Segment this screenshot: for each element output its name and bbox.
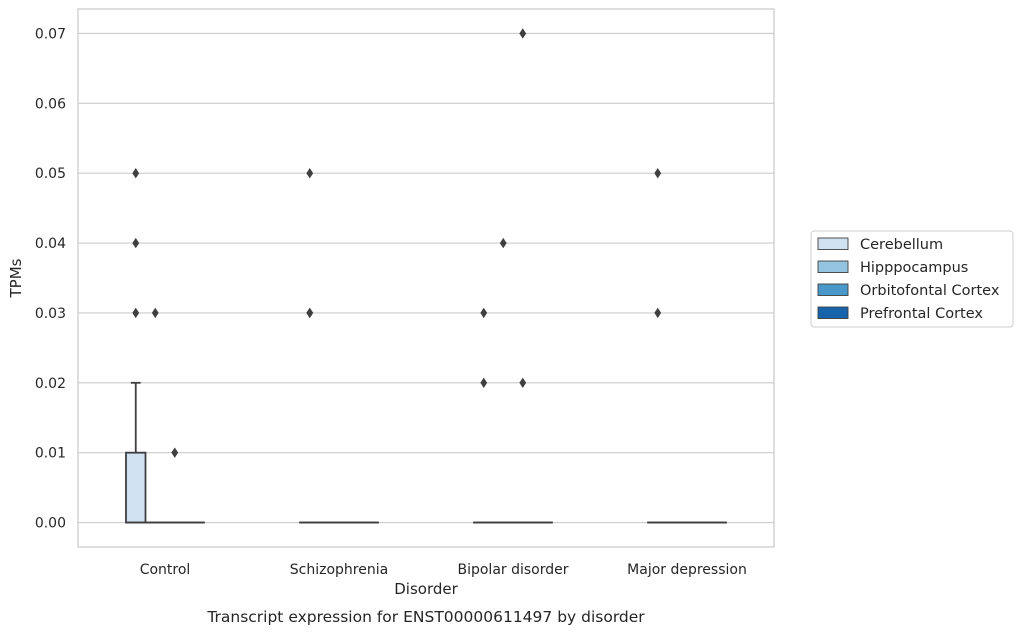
- outlier-point: [480, 307, 488, 319]
- outlier-point: [519, 28, 527, 39]
- outlier-point: [151, 307, 159, 319]
- y-tick-label: 0.00: [35, 516, 66, 532]
- legend-label-hipppocampus: Hipppocampus: [860, 260, 968, 276]
- outlier-point: [654, 307, 662, 319]
- y-tick-label: 0.01: [35, 446, 66, 462]
- y-axis-ticks: 0.00 0.01 0.02 0.03 0.04 0.05 0.06 0.07: [35, 26, 66, 531]
- box-cerebellum-major-depression: [647, 167, 669, 524]
- outlier-point: [306, 307, 314, 319]
- outlier-point: [132, 237, 140, 249]
- chart-caption: Transcript expression for ENST0000061149…: [206, 608, 645, 626]
- y-tick-label: 0.06: [35, 96, 66, 112]
- y-tick-label: 0.05: [35, 166, 66, 182]
- outlier-point: [132, 307, 140, 319]
- outlier-point: [306, 167, 314, 179]
- x-tick-label: Major depression: [627, 562, 747, 578]
- outlier-point: [519, 377, 527, 389]
- y-tick-label: 0.04: [35, 236, 66, 252]
- y-tick-label: 0.03: [35, 306, 66, 322]
- box-cerebellum-control: [125, 167, 147, 524]
- y-tick-label: 0.02: [35, 376, 66, 392]
- x-tick-label: Schizophrenia: [290, 562, 388, 578]
- x-tick-label: Control: [140, 562, 191, 578]
- box-body: [125, 451, 147, 524]
- legend-label-orbitofontal-cortex: Orbitofontal Cortex: [860, 283, 1000, 299]
- x-axis-label: Disorder: [394, 580, 458, 598]
- x-axis-ticks: Control Schizophrenia Bipolar disorder Majo…: [140, 562, 747, 578]
- box-hipppocampus-control: [144, 307, 166, 524]
- outlier-point: [480, 377, 488, 389]
- legend-swatch-orbitofontal-cortex: [817, 283, 849, 296]
- legend-swatch-cerebellum: [817, 237, 849, 250]
- legend-swatch-hipppocampus: [817, 260, 849, 273]
- legend-swatch-prefrontal-cortex: [817, 306, 849, 319]
- legend-label-prefrontal-cortex: Prefrontal Cortex: [860, 306, 983, 322]
- outlier-point: [171, 447, 179, 458]
- legend-label-cerebellum: Cerebellum: [860, 237, 943, 253]
- plot-frame: [77, 8, 775, 548]
- plot-marks: [125, 28, 727, 524]
- legend: Cerebellum Hipppocampus Orbitofontal Corte…: [810, 230, 1014, 328]
- legend-frame: [810, 230, 1014, 328]
- y-axis-label: TPMs: [7, 258, 25, 298]
- outlier-point: [654, 167, 662, 179]
- outlier-point: [499, 237, 507, 249]
- x-tick-label: Bipolar disorder: [457, 562, 568, 578]
- outlier-point: [132, 167, 140, 179]
- y-tick-label: 0.07: [35, 26, 66, 42]
